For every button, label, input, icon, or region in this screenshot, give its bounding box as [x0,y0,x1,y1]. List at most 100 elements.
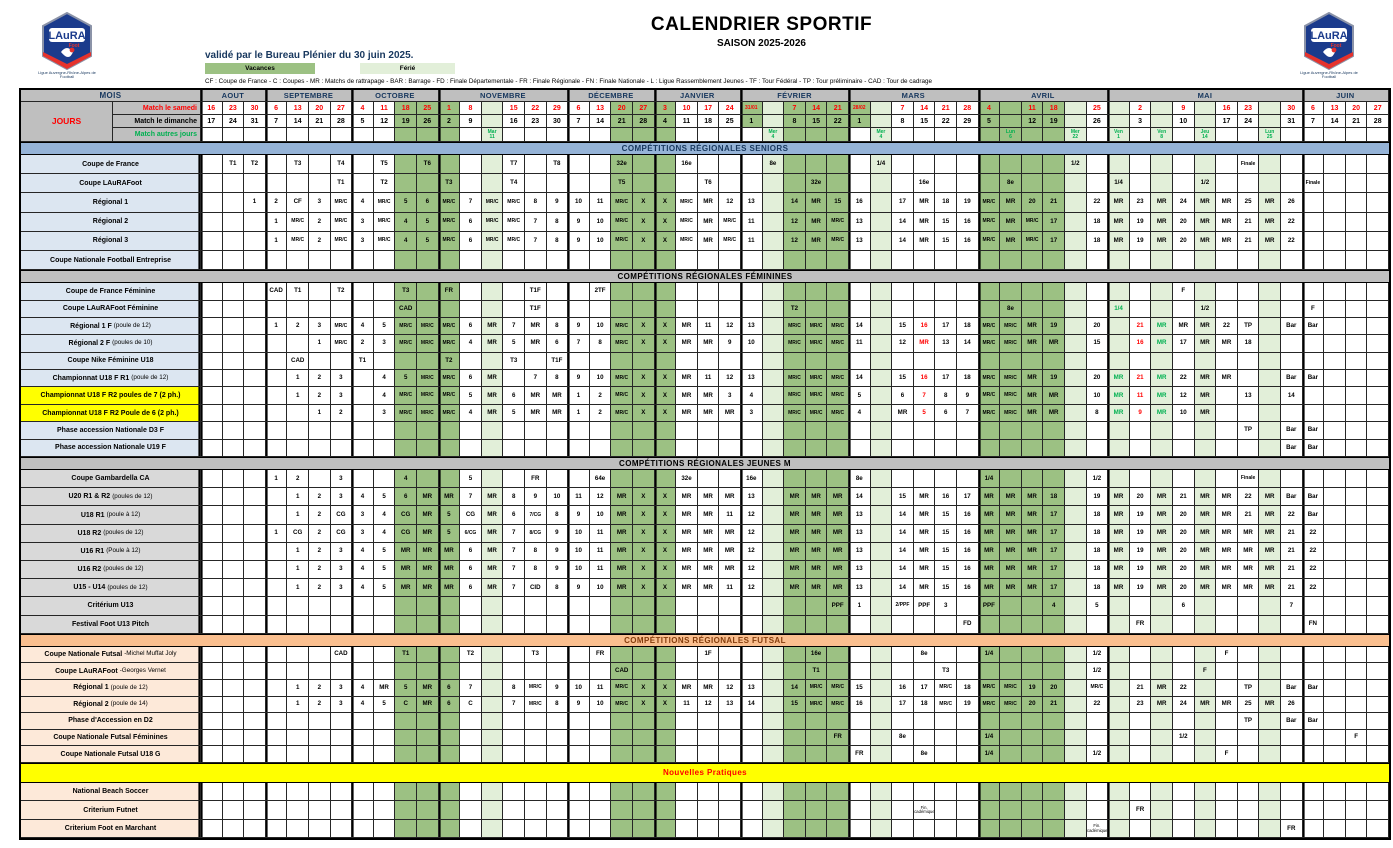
cal-cell [1086,615,1109,634]
cal-cell [1151,729,1173,747]
cal-cell: 22 [1216,317,1238,336]
cal-cell: MR [1216,524,1238,543]
cal-cell [719,470,741,489]
cal-cell [1129,713,1152,730]
cal-cell [1237,404,1260,423]
cal-cell [827,819,849,839]
cal-cell: MR [913,542,936,561]
cal-cell [762,713,785,730]
cal-cell: 5 [395,679,417,697]
cal-cell [1216,300,1238,318]
month-header-aout: AOUT [201,90,266,102]
cal-cell [1302,193,1325,213]
cal-cell [1302,283,1325,301]
cal-cell: T2 [373,174,396,194]
row-label: Festival Foot U13 Pitch [21,615,201,634]
cal-cell [1173,439,1195,458]
cal-cell [719,300,741,318]
cal-cell: 25 [1237,696,1260,714]
cal-cell [1345,488,1368,507]
cal-cell [1345,506,1368,525]
cal-cell [1237,250,1260,271]
cal-cell: 6 [460,231,482,251]
cal-cell [741,250,763,271]
cal-cell: 4 [352,488,374,507]
saturday-date-cell: 6 [265,102,288,115]
cal-cell [1302,335,1325,353]
cal-cell [546,746,569,763]
section-band-0: COMPÉTITIONS RÉGIONALES SENIORS [19,142,1391,155]
cal-cell: 19 [1129,542,1152,561]
cal-cell: X [654,317,677,336]
cal-cell: 19 [1043,317,1065,336]
cal-cell [849,155,871,175]
cal-cell [546,729,569,747]
cal-cell: 16 [957,212,979,232]
cal-cell [1216,283,1238,301]
cal-cell: MR/C [978,212,1001,232]
cal-cell: MR [1108,193,1130,213]
saturday-date-cell: 21 [827,102,849,115]
cal-cell [1043,352,1065,371]
cal-cell [935,155,957,175]
cal-cell: 3 [330,488,353,507]
cal-cell [373,352,396,371]
cal-cell: MR [1194,387,1217,405]
cal-cell: MR [1000,560,1022,580]
cal-cell [1000,646,1022,664]
cal-cell [676,819,698,839]
cal-cell [935,713,957,730]
cal-cell [633,801,655,820]
cal-cell: MR [1151,488,1173,507]
other-day-cell [957,128,979,142]
cal-cell: X [633,193,655,213]
cal-cell [417,801,439,820]
cal-cell: T3 [935,663,957,680]
cal-cell: Finale [1302,174,1325,194]
cal-cell [309,352,331,371]
cal-cell: 1 [244,193,266,213]
cal-cell [762,488,785,507]
cal-cell [201,488,223,507]
cal-cell: MR [676,524,698,543]
cal-cell [827,713,849,730]
cal-cell: T2 [244,155,266,175]
cal-cell [244,488,266,507]
cal-cell: MR/C [978,404,1001,423]
cal-cell [611,819,633,839]
cal-cell [978,801,1001,820]
cal-cell [611,597,633,616]
cal-cell [1021,646,1044,664]
cal-cell [1065,470,1087,489]
cal-cell [438,597,461,616]
cal-cell [697,782,720,802]
cal-cell [503,729,525,747]
cal-cell [222,615,245,634]
cal-cell: 22 [1173,370,1195,388]
cal-cell [957,283,979,301]
cal-cell [244,542,266,561]
cal-cell: MR [417,524,439,543]
cal-cell [1194,729,1217,747]
cal-cell [1021,713,1044,730]
cal-cell [244,579,266,598]
cal-cell: 8 [525,542,547,561]
cal-cell [935,422,957,440]
cal-cell [309,801,331,820]
cal-cell [1259,470,1281,489]
cal-cell [654,597,677,616]
cal-cell: 5 [438,524,461,543]
cal-cell: 7 [503,579,525,598]
cal-cell [568,615,590,634]
cal-cell [1324,746,1346,763]
cal-cell [1237,729,1260,747]
cal-cell: MR [676,317,698,336]
cal-cell [762,470,785,489]
cal-cell [1108,250,1130,271]
cal-cell [460,597,482,616]
cal-cell [719,729,741,747]
other-day-cell [395,128,417,142]
other-day-cell [633,128,655,142]
cal-cell [1367,370,1389,388]
cal-cell [1129,250,1152,271]
